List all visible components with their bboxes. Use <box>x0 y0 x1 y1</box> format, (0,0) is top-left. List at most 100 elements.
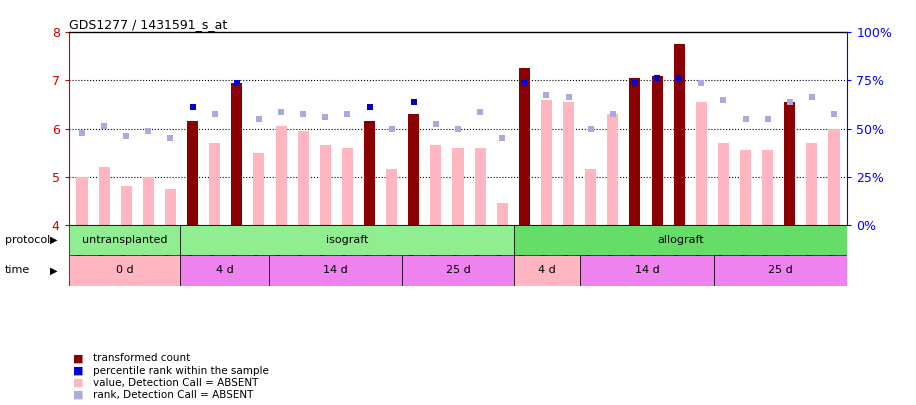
Bar <box>474 148 485 225</box>
Bar <box>342 148 353 225</box>
Bar <box>651 76 662 225</box>
Bar <box>231 83 243 225</box>
Bar <box>718 143 729 225</box>
Text: 14 d: 14 d <box>635 265 660 275</box>
Text: 0 d: 0 d <box>115 265 133 275</box>
Text: isograft: isograft <box>325 235 368 245</box>
Text: rank, Detection Call = ABSENT: rank, Detection Call = ABSENT <box>93 390 254 400</box>
Point <box>119 132 134 139</box>
Bar <box>143 177 154 225</box>
Point <box>407 99 421 105</box>
Bar <box>121 186 132 225</box>
Point <box>760 116 775 122</box>
Point <box>252 116 267 122</box>
Bar <box>762 150 773 225</box>
Point <box>97 123 112 130</box>
Point <box>163 135 178 141</box>
Text: value, Detection Call = ABSENT: value, Detection Call = ABSENT <box>93 378 259 388</box>
Point <box>671 75 686 81</box>
Bar <box>607 114 618 225</box>
Point <box>694 80 709 86</box>
Point <box>827 111 842 117</box>
Text: ▶: ▶ <box>50 235 58 245</box>
Point <box>141 128 156 134</box>
Text: ▶: ▶ <box>50 265 58 275</box>
Bar <box>431 145 442 225</box>
Text: 14 d: 14 d <box>323 265 348 275</box>
Text: 4 d: 4 d <box>215 265 234 275</box>
Point <box>540 92 554 98</box>
Bar <box>364 122 375 225</box>
Bar <box>187 122 198 225</box>
Text: 25 d: 25 d <box>445 265 471 275</box>
Point <box>340 111 354 117</box>
Text: percentile rank within the sample: percentile rank within the sample <box>93 366 269 375</box>
Point <box>207 111 222 117</box>
Text: ■: ■ <box>73 354 83 363</box>
Bar <box>402 255 514 286</box>
Bar <box>541 100 552 225</box>
Text: ■: ■ <box>73 390 83 400</box>
Bar <box>99 167 110 225</box>
Bar <box>518 68 529 225</box>
Point <box>605 111 620 117</box>
Bar <box>387 169 398 225</box>
Point <box>74 130 89 136</box>
Point <box>627 80 642 86</box>
Point <box>517 80 531 86</box>
Text: ■: ■ <box>73 378 83 388</box>
Point <box>473 109 487 115</box>
Bar <box>209 143 220 225</box>
Bar <box>563 102 574 225</box>
Point <box>451 125 465 132</box>
Point <box>649 75 664 81</box>
Bar <box>276 126 287 225</box>
Text: time: time <box>5 265 30 275</box>
Bar <box>453 148 463 225</box>
Bar <box>585 169 596 225</box>
Bar <box>514 255 581 286</box>
Bar <box>740 150 751 225</box>
Text: protocol: protocol <box>5 235 49 245</box>
Bar <box>76 177 88 225</box>
Point <box>274 109 289 115</box>
Point <box>429 121 443 127</box>
Bar <box>69 225 180 255</box>
Point <box>804 94 819 100</box>
Bar <box>714 255 847 286</box>
Bar <box>581 255 714 286</box>
Text: 25 d: 25 d <box>769 265 793 275</box>
Point <box>185 104 200 110</box>
Bar <box>254 153 265 225</box>
Text: allograft: allograft <box>657 235 703 245</box>
Point <box>583 125 598 132</box>
Bar <box>269 255 402 286</box>
Point <box>230 80 245 86</box>
Bar <box>806 143 817 225</box>
Bar <box>180 255 269 286</box>
Bar <box>629 78 640 225</box>
Point <box>385 125 399 132</box>
Point <box>296 111 311 117</box>
Bar <box>298 131 309 225</box>
Bar <box>180 225 514 255</box>
Bar <box>496 203 507 225</box>
Point <box>318 113 333 120</box>
Bar <box>165 189 176 225</box>
Bar <box>320 145 331 225</box>
Point <box>738 116 753 122</box>
Bar <box>409 114 420 225</box>
Bar <box>69 255 180 286</box>
Text: transformed count: transformed count <box>93 354 191 363</box>
Point <box>782 99 797 105</box>
Text: ■: ■ <box>73 366 83 375</box>
Text: 4 d: 4 d <box>538 265 556 275</box>
Point <box>716 96 731 103</box>
Bar <box>784 102 795 225</box>
Bar <box>673 45 685 225</box>
Text: untransplanted: untransplanted <box>82 235 167 245</box>
Point <box>495 135 509 141</box>
Bar <box>696 102 707 225</box>
Point <box>562 94 576 100</box>
Bar <box>514 225 847 255</box>
